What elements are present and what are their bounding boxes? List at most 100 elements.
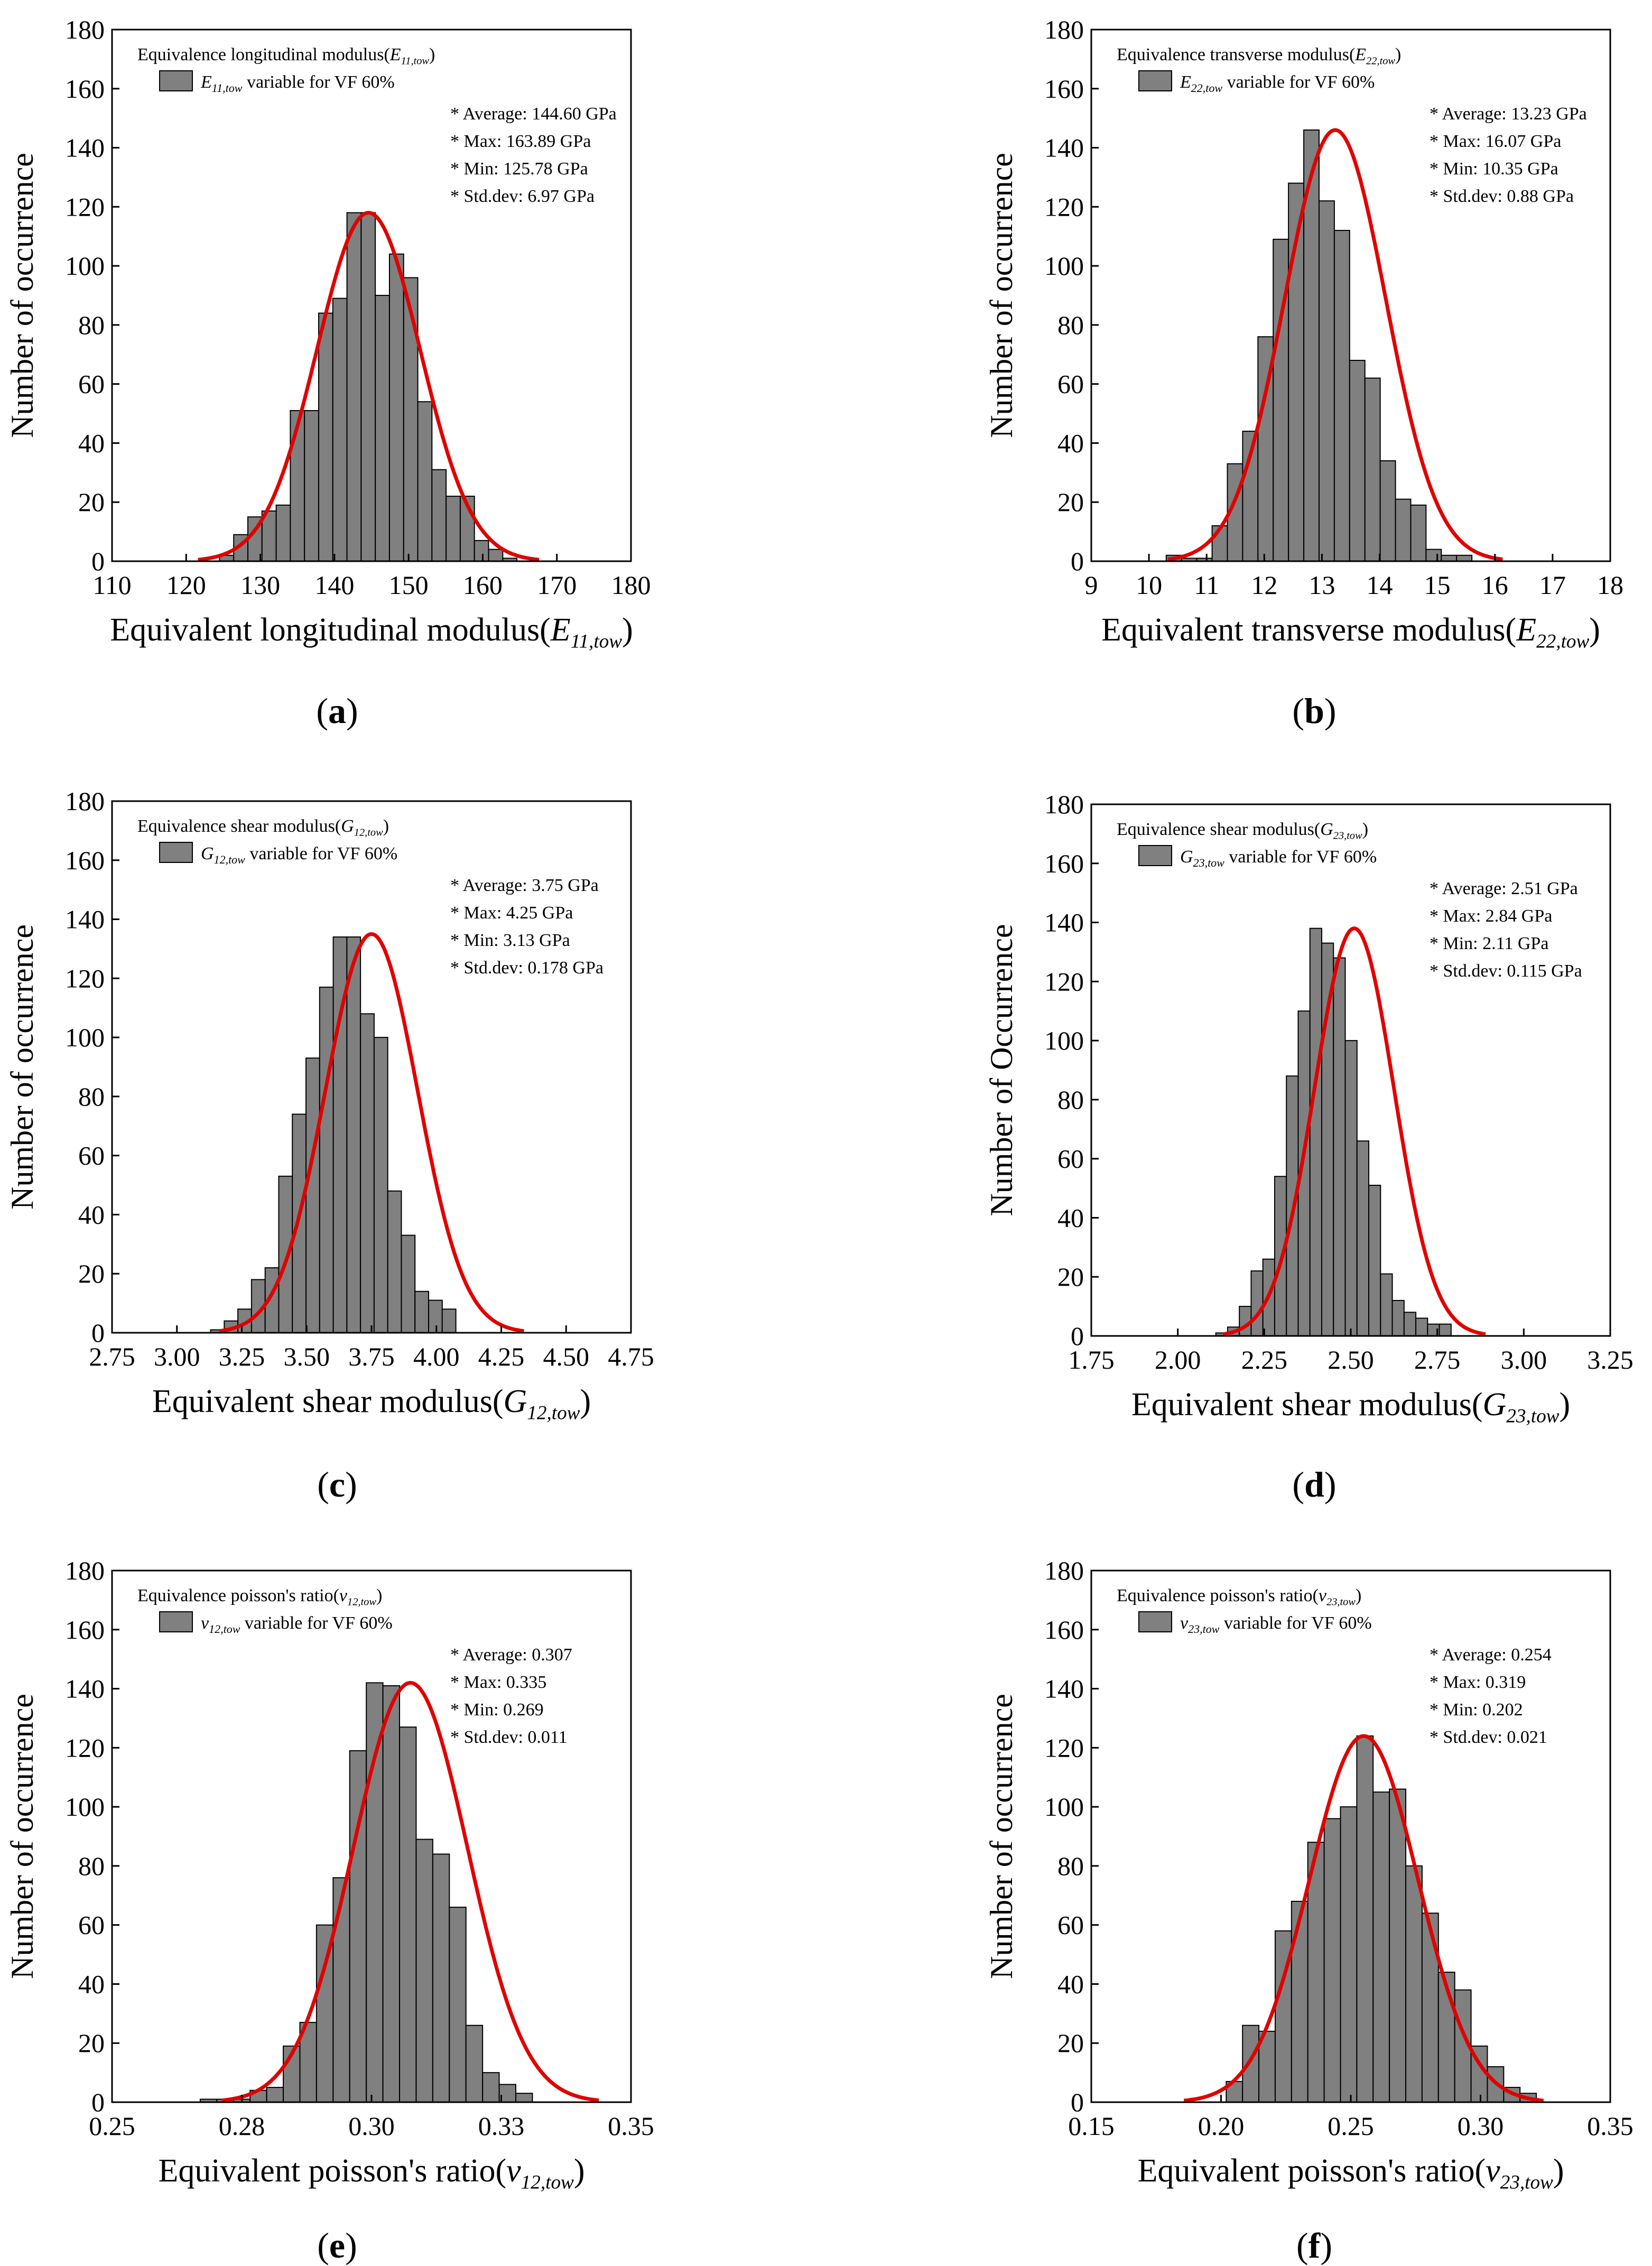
normal-fit-curve (219, 932, 524, 1333)
histogram-bar (465, 2024, 484, 2103)
x-tick-label: 0.35 (1587, 2111, 1634, 2141)
chart-title-var: G (341, 816, 354, 836)
x-tick-label: 15 (1424, 570, 1451, 600)
stat-line: * Max: 2.84 GPa (1430, 906, 1552, 926)
x-tick-label: 13 (1308, 570, 1335, 600)
panel-label-close: ) (1320, 2225, 1332, 2265)
histogram-bar (1356, 1735, 1374, 2103)
normal-fit-curve (221, 1680, 599, 2103)
y-tick-label: 80 (1057, 1851, 1084, 1881)
stat-line: * Min: 10.35 GPa (1430, 159, 1558, 179)
x-tick-label: 0.25 (89, 2111, 135, 2141)
histogram-bar (1372, 1791, 1390, 2103)
y-axis-label: Number of occurrence (5, 924, 40, 1210)
y-tick-label: 80 (78, 310, 105, 340)
histogram-bar (275, 504, 291, 562)
legend: v12,tow variable for VF 60% (159, 1611, 393, 1636)
chart-title: Equivalence longitudinal modulus(E11,tow… (137, 45, 435, 67)
x-axis-label-subscript: 23,tow (1506, 1406, 1559, 1427)
chart-title-subscript: 12,tow (347, 1596, 376, 1608)
stat-line: * Min: 125.78 GPa (450, 159, 588, 179)
chart-title: Equivalence shear modulus(G12,tow) (137, 816, 389, 838)
histogram-bar (1403, 1312, 1417, 1336)
x-tick-label: 14 (1367, 570, 1393, 600)
histogram-bar (1356, 1140, 1370, 1336)
y-tick-label: 100 (1044, 1792, 1084, 1822)
panel-label: (f) (1296, 2225, 1332, 2265)
panel-label-open: ( (317, 1464, 329, 1505)
x-axis-label-subscript: 22,tow (1536, 631, 1589, 653)
y-axis-label: Number of occurrence (5, 1694, 40, 1979)
histogram-bar (1344, 1040, 1358, 1336)
x-tick-label: 180 (611, 570, 651, 600)
plot-frame (1090, 29, 1611, 562)
panel-label-letter: b (1304, 691, 1324, 731)
x-tick-label: 17 (1539, 570, 1566, 600)
y-tick-label: 160 (65, 1615, 105, 1645)
x-tick-label: 1.75 (1068, 1345, 1115, 1375)
histogram-bar (387, 1190, 402, 1334)
x-tick-label: 0.30 (1458, 2111, 1504, 2141)
x-tick-label: 4.75 (608, 1342, 654, 1371)
chart-title-text: Equivalence transverse modulus( (1117, 45, 1355, 64)
x-axis-label-subscript: 23,tow (1500, 2172, 1553, 2194)
histogram-bar (515, 2093, 533, 2103)
chart-title: Equivalence poisson's ratio(v12,tow) (137, 1586, 382, 1608)
x-tick-label: 170 (537, 570, 577, 600)
panel-label: (b) (1292, 691, 1336, 731)
x-axis-label-close: ) (580, 1383, 591, 1419)
y-tick-label: 40 (1057, 1969, 1084, 1999)
chart-title-close: ) (1356, 1586, 1361, 1605)
y-tick-label: 60 (1057, 1910, 1084, 1940)
stat-line: * Max: 0.319 (1430, 1673, 1526, 1692)
histogram-bar (318, 312, 333, 562)
histogram-bar (415, 1838, 433, 2103)
histogram-bar (1380, 1273, 1393, 1336)
histogram-bars (210, 936, 457, 1334)
histogram-bar (1395, 498, 1412, 562)
panel-label-open: ( (316, 691, 328, 731)
histogram-bar (1340, 1806, 1358, 2103)
histogram-bar (1438, 1323, 1452, 1337)
x-axis-label-subscript: 12,tow (521, 2172, 574, 2194)
x-tick-label: 0.35 (608, 2111, 654, 2141)
panel-label-letter: f (1308, 2225, 1321, 2265)
legend-var: v (201, 1613, 209, 1633)
histogram-bar (446, 496, 461, 562)
x-axis-label: Equivalent transverse modulus(E22,tow) (1101, 612, 1600, 653)
histogram-bar (1333, 230, 1350, 562)
panel-label: (e) (317, 2225, 357, 2265)
legend-label: G12,tow variable for VF 60% (201, 844, 397, 866)
chart-title-var: G (1320, 820, 1333, 839)
legend-text: variable for VF 60% (245, 844, 397, 863)
histogram-bar (332, 298, 348, 562)
x-axis-label: Equivalent shear modulus(G23,tow) (1131, 1387, 1570, 1427)
histogram-bar (266, 2087, 284, 2103)
stat-line: * Average: 13.23 GPa (1430, 104, 1587, 124)
y-tick-label: 40 (78, 1969, 105, 1999)
legend-swatch (159, 1611, 193, 1632)
y-tick-label: 100 (1044, 1026, 1084, 1055)
legend-label: E22,tow variable for VF 60% (1180, 72, 1375, 95)
chart-title: Equivalence poisson's ratio(v23,tow) (1117, 1586, 1361, 1608)
stat-line: * Max: 0.335 (450, 1673, 546, 1692)
y-tick-label: 0 (91, 1318, 105, 1348)
y-tick-label: 40 (78, 428, 105, 458)
y-tick-label: 80 (78, 1082, 105, 1111)
legend-swatch (1138, 1611, 1172, 1632)
legend-subscript: 12,tow (214, 853, 246, 866)
legend-label: G23,tow variable for VF 60% (1180, 847, 1377, 869)
histogram-bar (1333, 957, 1346, 1336)
x-tick-label: 130 (240, 570, 280, 600)
chart-title-text: Equivalence longitudinal modulus( (137, 45, 390, 64)
legend: v23,tow variable for VF 60% (1138, 1611, 1372, 1636)
histogram-bars (199, 1682, 533, 2103)
x-tick-label: 4.25 (478, 1342, 525, 1371)
x-tick-label: 3.00 (1501, 1345, 1547, 1375)
panel-label: (a) (316, 691, 358, 731)
y-tick-label: 60 (1057, 369, 1084, 399)
y-tick-label: 180 (1044, 15, 1084, 44)
y-tick-label: 60 (78, 1141, 105, 1171)
y-tick-label: 100 (65, 1792, 105, 1822)
